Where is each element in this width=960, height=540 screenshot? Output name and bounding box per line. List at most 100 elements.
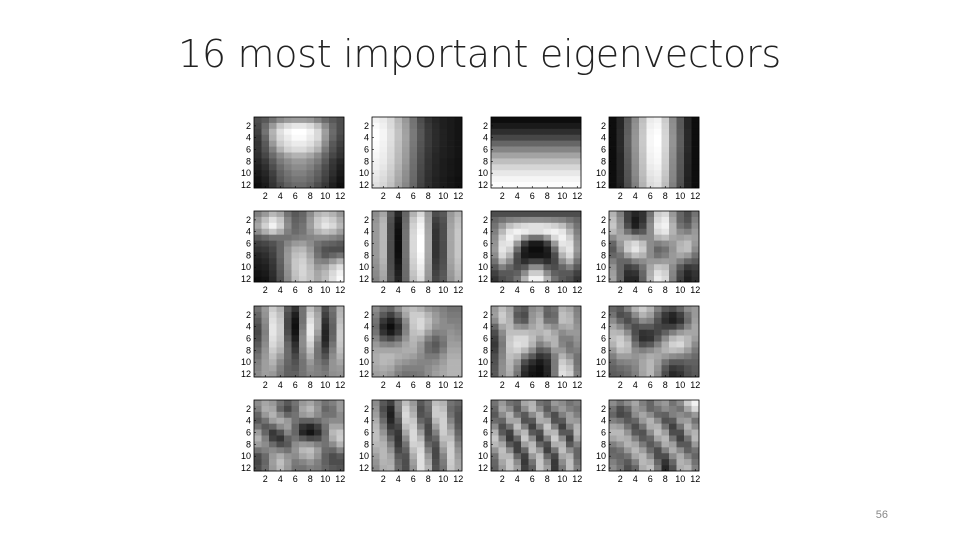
heatmap-cell (261, 441, 270, 448)
heatmap-cell (528, 258, 537, 265)
heatmap-cell (417, 240, 425, 247)
heatmap-cell (284, 329, 292, 336)
heatmap-cell (261, 122, 270, 130)
heatmap-cell (528, 459, 537, 466)
x-tick-label: 2 (381, 191, 386, 201)
x-tick-label: 10 (557, 380, 567, 390)
heatmap-cell (261, 117, 270, 124)
heatmap-cell (558, 234, 567, 241)
heatmap-cell (306, 140, 315, 147)
heatmap-cell (558, 405, 567, 413)
heatmap-cell (432, 311, 440, 319)
heatmap-cell (432, 441, 440, 448)
heatmap-cell (506, 117, 514, 124)
heatmap-cell (536, 234, 544, 241)
heatmap-cell (314, 447, 322, 454)
heatmap-cell (631, 335, 640, 342)
heatmap-cell (379, 234, 388, 241)
heatmap-cell (454, 122, 463, 130)
heatmap-cell (536, 211, 544, 218)
heatmap-cell (321, 240, 330, 247)
heatmap-cell (691, 347, 700, 354)
heatmap-cell (417, 170, 425, 177)
heatmap-cell (669, 411, 677, 419)
heatmap-cell (661, 317, 670, 325)
heatmap-cell (336, 234, 345, 241)
y-tick-label: 4 (483, 322, 488, 332)
heatmap-cell (417, 140, 425, 147)
heatmap-cell (676, 117, 685, 124)
heatmap-cell (291, 453, 300, 460)
heatmap-cell (379, 459, 388, 466)
heatmap-cell (284, 405, 292, 413)
heatmap-cell (417, 234, 425, 241)
panel-frame (490, 305, 582, 378)
y-tick-label: 12 (359, 274, 369, 284)
heatmap-cell (543, 441, 552, 448)
heatmap-cell (276, 276, 285, 283)
heatmap-cell (321, 411, 330, 419)
heatmap-cell (432, 122, 440, 130)
heatmap-cell (639, 170, 647, 177)
heatmap-cell (558, 140, 567, 147)
y-tick-label: 4 (601, 322, 606, 332)
heatmap-cell (276, 117, 285, 124)
heatmap-cell (654, 371, 662, 378)
y-tick-label: 10 (478, 357, 488, 367)
heatmap-cell (306, 246, 315, 253)
heatmap-cell (639, 435, 647, 442)
heatmap-cell (329, 158, 337, 165)
heatmap-cell (528, 158, 537, 165)
heatmap-cell (513, 429, 522, 436)
heatmap-cell (646, 411, 655, 419)
heatmap-cell (402, 252, 410, 259)
heatmap-cell (439, 447, 448, 454)
heatmap-cell (417, 311, 425, 319)
heatmap-cell (536, 306, 544, 313)
heatmap-cell (646, 158, 655, 165)
heatmap-cell (558, 246, 567, 253)
heatmap-cell (684, 335, 692, 342)
heatmap-cell (498, 429, 507, 436)
heatmap-cell (669, 347, 677, 354)
heatmap-cell (631, 311, 640, 319)
heatmap-cell (447, 276, 455, 283)
y-tick-label: 4 (364, 322, 369, 332)
heatmap-cell (691, 306, 700, 313)
heatmap-cell (624, 435, 632, 442)
heatmap-cell (254, 423, 262, 430)
heatmap-cell (543, 417, 552, 424)
heatmap-cell (387, 140, 395, 147)
panel-frame (371, 210, 463, 283)
heatmap-cell (284, 176, 292, 183)
heatmap-cell (417, 134, 425, 141)
heatmap-cell (314, 306, 322, 313)
heatmap-cell (424, 234, 433, 241)
heatmap-cell (573, 128, 582, 136)
heatmap-cell (661, 311, 670, 319)
heatmap-cell (609, 405, 617, 413)
heatmap-cell (454, 176, 463, 183)
heatmap-cell (432, 240, 440, 247)
heatmap-cell (646, 240, 655, 247)
heatmap-cell (284, 411, 292, 419)
heatmap-cell (409, 140, 418, 147)
heatmap-cell (646, 128, 655, 136)
heatmap-cell (684, 134, 692, 141)
heatmap-cell (573, 164, 582, 171)
heatmap-cell (424, 323, 433, 330)
heatmap-cell (676, 435, 685, 442)
heatmap-cell (536, 459, 544, 466)
heatmap-cell (417, 405, 425, 413)
heatmap-cell (661, 222, 670, 230)
heatmap-cell (417, 158, 425, 165)
heatmap-cell (402, 270, 410, 277)
heatmap-cell (314, 359, 322, 366)
heatmap-cell (387, 417, 395, 424)
heatmap-cell (306, 435, 315, 442)
heatmap-cell (402, 246, 410, 253)
heatmap-cell (624, 176, 632, 183)
heatmap-cell (528, 234, 537, 241)
heatmap-cell (558, 306, 567, 313)
